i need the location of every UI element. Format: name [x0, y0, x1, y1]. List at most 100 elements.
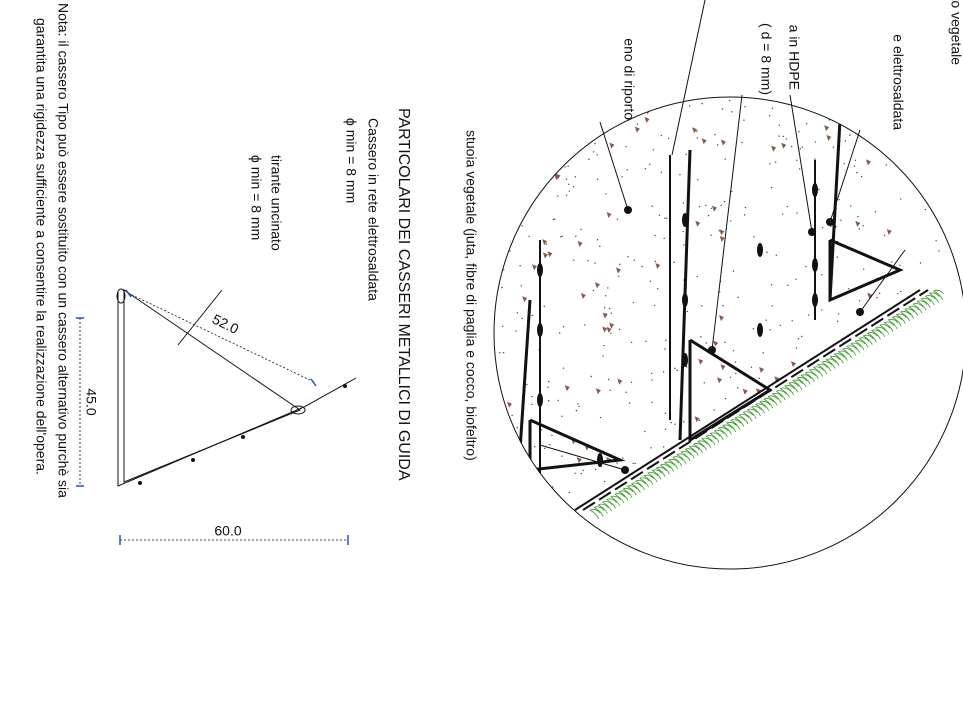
- soil-dot: [705, 204, 707, 207]
- soil-dot: [547, 511, 549, 513]
- soil-dot: [654, 260, 657, 263]
- soil-dot: [753, 236, 755, 238]
- soil-dot: [836, 320, 839, 322]
- soil-dot: [744, 206, 747, 209]
- soil-dot: [491, 192, 492, 193]
- soil-dot: [662, 446, 665, 448]
- soil-dot: [561, 415, 563, 418]
- soil-dot: [849, 134, 851, 136]
- soil-dot: [544, 447, 546, 450]
- dimension-base: 60.0: [214, 523, 241, 539]
- soil-dot: [557, 399, 559, 402]
- leaders: [177, 0, 906, 471]
- soil-dot: [556, 106, 558, 109]
- rod-joint: [597, 453, 603, 467]
- tie-diameter: ϕ min = 8 mm: [248, 155, 264, 240]
- soil-dot: [626, 169, 628, 171]
- soil-grain: [865, 159, 871, 166]
- grass: [887, 318, 899, 330]
- grass: [726, 421, 737, 433]
- soil-dot: [836, 256, 838, 258]
- soil-dot: [495, 105, 498, 107]
- grass: [912, 303, 924, 314]
- soil-grain: [655, 263, 661, 270]
- soil-dot: [489, 311, 490, 312]
- soil-dot: [939, 137, 941, 140]
- soil-dot: [592, 151, 595, 153]
- soil-dot: [938, 250, 940, 252]
- soil-dot: [561, 235, 563, 238]
- soil-dot: [700, 336, 702, 338]
- soil-dot: [946, 134, 948, 136]
- soil-dot: [577, 403, 579, 405]
- soil-dot: [724, 397, 727, 400]
- soil-dot: [787, 284, 789, 286]
- soil-grain: [555, 173, 561, 180]
- grass: [651, 469, 663, 480]
- soil-dot: [721, 108, 724, 110]
- rod-joint: [757, 323, 763, 337]
- grass: [647, 472, 659, 483]
- grass: [767, 395, 779, 406]
- soil-grain: [595, 388, 601, 395]
- soil-dot: [714, 134, 716, 136]
- soil-dot: [496, 176, 499, 178]
- grass: [788, 382, 800, 393]
- soil-dot: [562, 326, 565, 328]
- soil-grain: [542, 252, 548, 259]
- grass: [883, 321, 895, 332]
- soil-dot: [644, 430, 646, 433]
- soil-dot: [897, 293, 899, 295]
- soil-dot: [682, 202, 685, 204]
- soil-dot: [509, 239, 512, 241]
- soil-dot: [590, 375, 592, 378]
- soil-dot: [723, 200, 726, 203]
- grass: [738, 413, 750, 425]
- soil-dot: [589, 110, 592, 112]
- soil-dot: [613, 106, 615, 108]
- soil-grain: [594, 282, 600, 289]
- grass: [598, 503, 609, 514]
- soil-dot: [503, 108, 506, 111]
- soil-dot: [728, 99, 731, 102]
- soil-dot: [560, 110, 562, 112]
- soil-dot: [838, 198, 840, 201]
- soil-dot: [862, 101, 864, 104]
- soil-dot: [596, 178, 599, 180]
- soil-dot: [588, 158, 590, 161]
- soil-dot: [921, 140, 923, 143]
- soil-dot: [847, 288, 850, 290]
- soil-dot: [498, 504, 500, 507]
- soil-dot: [634, 462, 636, 465]
- grass: [933, 289, 944, 301]
- brace: [528, 418, 626, 472]
- grass: [908, 305, 920, 316]
- soil-dot: [791, 320, 793, 322]
- soil-dot: [744, 106, 746, 108]
- soil-dot: [907, 108, 909, 110]
- mat-line: [574, 289, 921, 511]
- soil-dot: [587, 260, 589, 262]
- soil-dot: [651, 205, 653, 207]
- soil-dot: [853, 165, 856, 167]
- soil-dot: [592, 289, 595, 292]
- soil-dot: [621, 176, 623, 178]
- soil-grain: [609, 142, 615, 149]
- soil-grain: [507, 401, 513, 408]
- soil-dot: [584, 324, 586, 326]
- soil-dot: [503, 269, 505, 271]
- soil-dot: [604, 295, 607, 297]
- grass: [904, 308, 915, 319]
- soil-dot: [696, 137, 699, 139]
- soil-dot: [844, 140, 847, 142]
- soil-dot: [628, 402, 631, 404]
- soil-dot: [653, 304, 656, 307]
- soil-dot: [660, 171, 663, 173]
- soil-dot: [713, 409, 715, 411]
- grass: [693, 443, 704, 454]
- soil-dot: [781, 213, 784, 215]
- grass: [714, 429, 725, 440]
- soil-dot: [511, 414, 513, 417]
- soil-dot: [582, 469, 584, 472]
- soil-dot: [580, 129, 582, 132]
